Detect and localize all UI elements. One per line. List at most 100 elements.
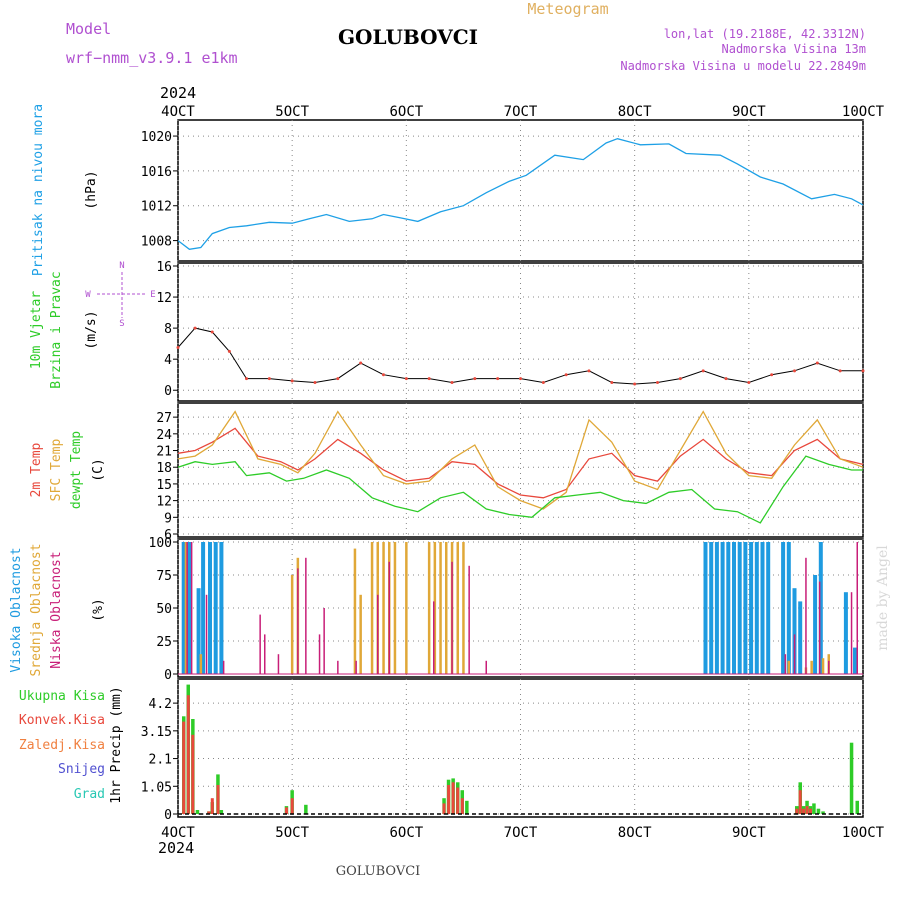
- cloud-bar-1: [359, 594, 362, 674]
- wind-speed-point: [793, 369, 796, 373]
- wind-speed-point: [610, 380, 614, 384]
- cloud-bar-2: [784, 654, 787, 674]
- ticks-layer: 1008101210161020048121669121518212427025…: [141, 104, 885, 841]
- year-bottom: 2024: [158, 839, 194, 857]
- precip-bar-1: [285, 807, 288, 814]
- precip-bar-1: [290, 798, 294, 814]
- precip-ytick-label: 1.05: [141, 780, 172, 795]
- footer-station: GOLUBOVCI: [336, 864, 421, 879]
- cloud-bar-1: [370, 542, 374, 674]
- cloud-bar-1: [456, 542, 459, 674]
- wind-ytick-label: 8: [164, 322, 172, 337]
- pressure-ytick-label: 1016: [141, 165, 172, 180]
- cloud-bar-0: [732, 542, 736, 674]
- wind-ytick-label: 4: [164, 353, 172, 368]
- temperature-ytick-label: 15: [156, 478, 172, 493]
- cloud-bar-0: [781, 542, 786, 674]
- cloud-bar-2: [828, 660, 830, 674]
- dir-south-label: S: [119, 319, 124, 329]
- temperature-ytick-label: 6: [164, 528, 172, 543]
- temperature-ytick-label: 12: [156, 495, 172, 510]
- cloud-bar-0: [792, 588, 797, 674]
- cloud-ytick-label: 100: [149, 536, 172, 551]
- precip-bar-1: [456, 787, 460, 814]
- temperature-series-line-0: [177, 427, 864, 499]
- precip-legend-freezing: Zaledj.Kisa: [19, 738, 105, 753]
- wind-speed-point: [541, 380, 545, 384]
- temp-ylabel-sfc: SFC Temp: [49, 439, 64, 502]
- cloud-bar-0: [766, 542, 771, 674]
- marks-layer: [176, 138, 865, 815]
- cloud-bar-0: [720, 542, 725, 674]
- cloud-bar-0: [201, 542, 206, 674]
- wind-speed-point: [564, 373, 568, 377]
- wind-speed-point: [587, 369, 591, 373]
- wind-speed-point: [473, 377, 477, 381]
- wind-speed-point: [227, 349, 231, 353]
- wind-ytick-label: 12: [156, 291, 172, 306]
- precip-bar-1: [191, 734, 195, 814]
- meteogram-title: Meteogram: [527, 0, 608, 18]
- wind-speed-point: [633, 382, 637, 386]
- cloud-ylabel-mid: Srednja Oblacnost: [29, 543, 44, 676]
- wind-speed-point: [656, 380, 659, 384]
- wind-speed-point: [336, 377, 340, 381]
- wind-speed-point: [359, 361, 363, 365]
- cloud-bar-0: [187, 542, 192, 674]
- temperature-ytick-label: 18: [156, 461, 172, 476]
- cloud-bar-0: [219, 542, 224, 674]
- wind-speed-point: [678, 377, 682, 381]
- wind-speed-point: [815, 361, 819, 365]
- cloud-bar-2: [805, 557, 807, 674]
- wind-speed-point: [404, 377, 408, 381]
- precip-bar-0: [812, 803, 816, 814]
- precip-bar-0: [304, 804, 308, 814]
- wind-speed-point: [427, 377, 431, 381]
- x-tick-label-bottom: 5OCT: [275, 825, 309, 841]
- precip-bar-1: [805, 806, 809, 814]
- wind-speed-point: [313, 380, 317, 384]
- temp-ylabel-dewpt: dewpt Temp: [69, 431, 84, 509]
- cloud-bar-1: [439, 542, 442, 674]
- precip-legend-conv: Konvek.Kisa: [19, 713, 105, 728]
- cloud-bar-2: [259, 614, 261, 674]
- precip-bar-0: [849, 742, 854, 814]
- cloud-bar-0: [737, 542, 742, 674]
- cloud-bar-2: [388, 561, 390, 674]
- cloud-ylabel-low: Niska Oblacnost: [49, 551, 64, 668]
- grid-layer: [177, 120, 864, 817]
- cloud-bar-2: [222, 660, 225, 674]
- cloud-bar-0: [760, 542, 765, 674]
- x-tick-label-top: 6OCT: [389, 104, 423, 120]
- altitude-label: Nadmorska Visina 13m: [722, 42, 867, 56]
- precip-bar-1: [442, 803, 446, 814]
- cloud-bar-0: [181, 542, 186, 674]
- cloud-bar-1: [433, 542, 437, 674]
- precip-legend-hail: Grad: [74, 787, 105, 802]
- x-tick-label-top: 9OCT: [732, 104, 766, 120]
- cloud-bar-2: [377, 594, 379, 674]
- cloud-bar-1: [353, 548, 357, 674]
- x-tick-label-top: 8OCT: [618, 104, 652, 120]
- wind-speed-point: [724, 377, 728, 381]
- cloud-bar-1: [393, 542, 397, 674]
- cloud-bar-2: [323, 608, 325, 674]
- wind-speed-point: [193, 326, 197, 330]
- cloud-bar-0: [714, 542, 719, 674]
- year-top: 2024: [160, 84, 196, 102]
- cloud-bar-0: [754, 542, 759, 674]
- x-tick-label-top: 10OCT: [842, 104, 885, 120]
- cloud-bar-2: [264, 634, 266, 674]
- cloud-bar-0: [749, 542, 754, 674]
- precip-ylabel: 1hr Precip (mm): [109, 686, 124, 803]
- precip-bar-1: [460, 798, 464, 814]
- wind-speed-point: [701, 369, 705, 373]
- x-tick-label-bottom: 9OCT: [732, 825, 766, 841]
- pressure-ytick-label: 1008: [141, 235, 172, 250]
- x-tick-label-top: 7OCT: [504, 104, 538, 120]
- cloud-bar-1: [199, 654, 203, 674]
- temperature-series-line-1: [177, 410, 864, 510]
- wind-speed-point: [770, 373, 774, 377]
- wind-ylabel-2: Brzina i Pravac: [49, 271, 64, 388]
- wind-speed-point: [210, 330, 214, 334]
